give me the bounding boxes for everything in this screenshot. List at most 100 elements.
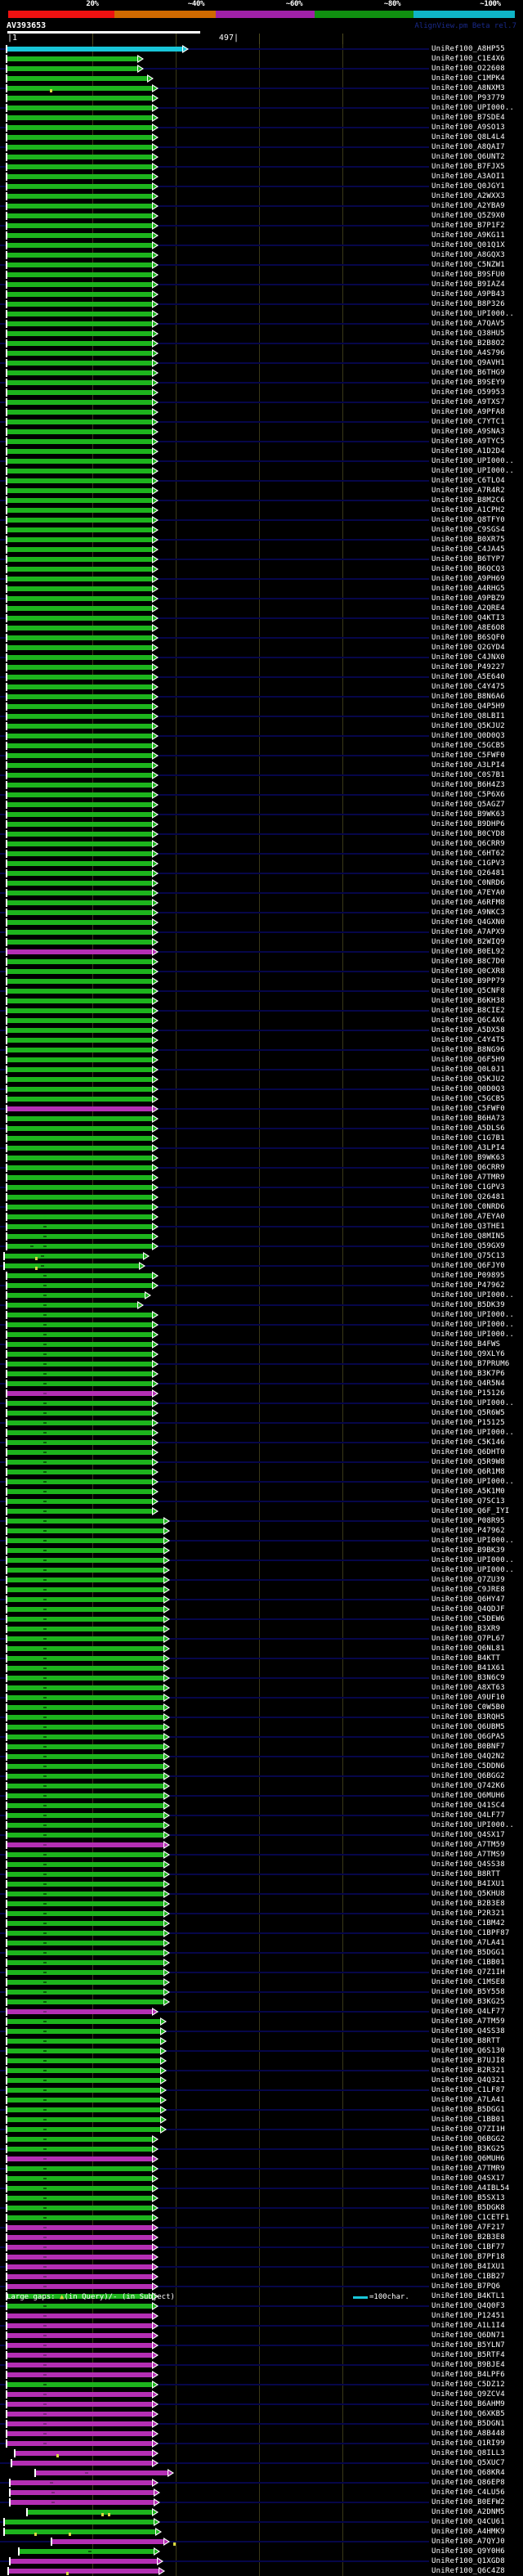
alignment-row[interactable]: UniRef100_A5K1M0 [0, 1487, 523, 1497]
alignment-row[interactable]: UniRef100_UPI000.. [0, 1310, 523, 1320]
alignment-bar-green[interactable] [7, 1097, 152, 1102]
alignment-row[interactable]: UniRef100_A8XT63 [0, 1683, 523, 1693]
alignment-bar-green[interactable] [5, 1263, 139, 1268]
alignment-row[interactable]: UniRef100_A7EYA0 [0, 888, 523, 898]
alignment-bar-green[interactable] [7, 1833, 163, 1838]
alignment-bar-green[interactable] [7, 1901, 163, 1906]
alignment-row[interactable]: UniRef100_Q4QDJF [0, 1604, 523, 1614]
alignment-row[interactable]: UniRef100_UPI000.. [0, 309, 523, 319]
subject-accession-label[interactable]: UniRef100_A9NKC3 [431, 909, 505, 917]
alignment-row[interactable]: UniRef100_A7TM59 [0, 2017, 523, 2026]
alignment-row[interactable]: UniRef100_Q75C13 [0, 1251, 523, 1261]
subject-accession-label[interactable]: UniRef100_Q6CRR9 [431, 1164, 505, 1172]
subject-accession-label[interactable]: UniRef100_B5SX13 [431, 2194, 505, 2202]
alignment-row[interactable]: UniRef100_C0NRD6 [0, 878, 523, 888]
subject-accession-label[interactable]: UniRef100_Q5KJU2 [431, 1075, 505, 1084]
subject-accession-label[interactable]: UniRef100_A6RFM8 [431, 899, 505, 907]
subject-accession-label[interactable]: UniRef100_C9JRE8 [431, 1586, 505, 1594]
alignment-bar-green[interactable] [7, 341, 152, 346]
alignment-bar-green[interactable] [7, 1136, 152, 1141]
alignment-row[interactable]: UniRef100_Q5R6W5 [0, 1408, 523, 1418]
alignment-row[interactable]: UniRef100_A9SO13 [0, 123, 523, 132]
alignment-bar-green[interactable] [7, 861, 152, 866]
subject-accession-label[interactable]: UniRef100_P2R321 [431, 1910, 505, 1918]
alignment-row[interactable]: UniRef100_Q7PL67 [0, 1634, 523, 1644]
alignment-bar-green[interactable] [7, 2186, 152, 2191]
alignment-row[interactable]: UniRef100_C1MPK4 [0, 74, 523, 83]
subject-accession-label[interactable]: UniRef100_B5DGG1 [431, 1949, 505, 1957]
subject-accession-label[interactable]: UniRef100_C0S7B1 [431, 771, 505, 779]
alignment-bar-green[interactable] [7, 1332, 152, 1337]
alignment-row[interactable]: UniRef100_A9PFA8 [0, 407, 523, 417]
alignment-row[interactable]: UniRef100_B9WK63 [0, 1153, 523, 1163]
alignment-bar-green[interactable] [7, 616, 152, 621]
alignment-row[interactable]: UniRef100_Q9XLY6 [0, 1349, 523, 1359]
subject-accession-label[interactable]: UniRef100_C5FWF0 [431, 1105, 505, 1113]
subject-accession-label[interactable]: UniRef100_A7LA41 [431, 1939, 505, 1947]
alignment-row[interactable]: UniRef100_A1D2D4 [0, 447, 523, 456]
subject-accession-label[interactable]: UniRef100_P49227 [431, 663, 505, 671]
subject-accession-label[interactable]: UniRef100_C1BB01 [431, 1959, 505, 1967]
alignment-bar-green[interactable] [7, 606, 152, 611]
subject-accession-label[interactable]: UniRef100_A2DNM5 [431, 2508, 505, 2516]
subject-accession-label[interactable]: UniRef100_A7EYA0 [431, 889, 505, 897]
alignment-bar-green[interactable] [7, 792, 152, 797]
alignment-bar-green[interactable] [7, 2382, 152, 2387]
subject-accession-label[interactable]: UniRef100_Q6BGG2 [431, 1772, 505, 1780]
subject-accession-label[interactable]: UniRef100_A8XT63 [431, 1684, 505, 1692]
alignment-row[interactable]: UniRef100_B3KG25 [0, 1997, 523, 2007]
alignment-row[interactable]: UniRef100_C4JNX0 [0, 653, 523, 662]
alignment-bar-green[interactable] [7, 508, 152, 513]
alignment-bar-magenta[interactable] [11, 2490, 154, 2495]
alignment-row[interactable]: UniRef100_Q4R5N4 [0, 1379, 523, 1389]
subject-accession-label[interactable]: UniRef100_UPI000.. [431, 104, 515, 112]
subject-accession-label[interactable]: UniRef100_Q4Q2N2 [431, 1752, 505, 1761]
subject-accession-label[interactable]: UniRef100_B7UJI8 [431, 2057, 505, 2065]
subject-accession-label[interactable]: UniRef100_C1MSE8 [431, 1978, 505, 1986]
subject-accession-label[interactable]: UniRef100_C1LF87 [431, 2086, 505, 2094]
alignment-bar-green[interactable] [20, 2549, 154, 2554]
alignment-row[interactable]: UniRef100_B4LPF6 [0, 2370, 523, 2380]
alignment-bar-green[interactable] [7, 1195, 152, 1200]
alignment-bar-green[interactable] [7, 930, 152, 935]
alignment-bar-green[interactable] [7, 2058, 160, 2063]
alignment-bar-green[interactable] [7, 1293, 145, 1298]
subject-accession-label[interactable]: UniRef100_B8RTT [431, 2037, 501, 2045]
alignment-row[interactable]: UniRef100_B3KG25 [0, 2144, 523, 2154]
alignment-bar-green[interactable] [7, 1941, 163, 1945]
alignment-row[interactable]: UniRef100_P12451 [0, 2311, 523, 2321]
subject-accession-label[interactable]: UniRef100_B5RTF4 [431, 2351, 505, 2359]
subject-accession-label[interactable]: UniRef100_A9TXS7 [431, 398, 505, 406]
alignment-row[interactable]: UniRef100_Q4Q2N2 [0, 1752, 523, 1761]
subject-accession-label[interactable]: UniRef100_C5DDN6 [431, 1762, 505, 1770]
alignment-row[interactable]: UniRef100_C1MSE8 [0, 1977, 523, 1987]
alignment-bar-green[interactable] [7, 1008, 152, 1013]
subject-accession-label[interactable]: UniRef100_Q6R1M8 [431, 1468, 505, 1476]
alignment-row[interactable]: UniRef100_C0W5B0 [0, 1703, 523, 1712]
alignment-bar-magenta[interactable] [7, 2412, 152, 2417]
alignment-row[interactable]: UniRef100_B9IAZ4 [0, 280, 523, 289]
alignment-row[interactable]: UniRef100_Q5KHU8 [0, 1889, 523, 1899]
subject-accession-label[interactable]: UniRef100_Q6MUH6 [431, 1792, 505, 1800]
subject-accession-label[interactable]: UniRef100_Q6C4Z8 [431, 2567, 505, 2575]
subject-accession-label[interactable]: UniRef100_B2B3E8 [431, 1900, 505, 1908]
subject-accession-label[interactable]: UniRef100_A4HMK9 [431, 2528, 505, 2536]
alignment-row[interactable]: UniRef100_C6HT62 [0, 849, 523, 859]
subject-accession-label[interactable]: UniRef100_C7YTC1 [431, 418, 505, 426]
subject-accession-label[interactable]: UniRef100_A7EYA0 [431, 1213, 505, 1221]
alignment-row[interactable]: UniRef100_C5FWF0 [0, 1104, 523, 1114]
alignment-bar-magenta[interactable] [7, 2235, 152, 2240]
alignment-row[interactable]: UniRef100_A3LPI4 [0, 1143, 523, 1153]
alignment-row[interactable]: UniRef100_A7QYJ0 [0, 2537, 523, 2547]
alignment-bar-green[interactable] [7, 1214, 152, 1219]
subject-accession-label[interactable]: UniRef100_P15126 [431, 1389, 505, 1398]
alignment-row[interactable]: UniRef100_B6H4Z3 [0, 780, 523, 790]
alignment-bar-green[interactable] [7, 1705, 163, 1710]
alignment-bar-green[interactable] [7, 1813, 163, 1818]
alignment-bar-green[interactable] [7, 704, 152, 709]
alignment-bar-green[interactable] [7, 1627, 163, 1631]
alignment-bar-green[interactable] [7, 331, 152, 336]
alignment-bar-green[interactable] [7, 910, 152, 915]
alignment-row[interactable]: UniRef100_Q6S130 [0, 2046, 523, 2056]
alignment-row[interactable]: UniRef100_UPI000.. [0, 1820, 523, 1830]
